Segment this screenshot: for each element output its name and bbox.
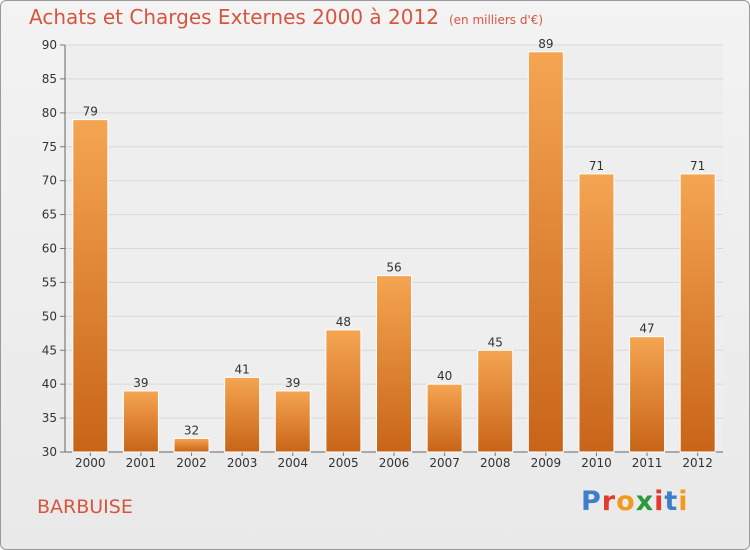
bar-value-label: 45: [488, 335, 503, 349]
bar[interactable]: [629, 336, 666, 453]
bar-value-label: 56: [386, 261, 401, 275]
y-tick-label: 45: [42, 343, 57, 357]
y-tick-label: 80: [42, 106, 57, 120]
chart-title: Achats et Charges Externes 2000 à 2012 (e…: [29, 5, 543, 29]
bar[interactable]: [578, 173, 615, 453]
bar[interactable]: [527, 51, 564, 453]
y-tick-label: 70: [42, 174, 57, 188]
bar[interactable]: [224, 376, 261, 453]
y-tick-label: 75: [42, 140, 57, 154]
y-tick-label: 55: [42, 275, 57, 289]
x-tick-label: 2002: [176, 456, 207, 470]
chart-title-text: Achats et Charges Externes 2000 à 2012: [29, 5, 439, 29]
y-tick-label: 40: [42, 377, 57, 391]
logo-letter: i: [654, 486, 665, 517]
bar[interactable]: [426, 383, 463, 453]
x-tick-label: 2007: [429, 456, 460, 470]
x-tick-label: 2005: [328, 456, 359, 470]
x-tick-label: 2009: [531, 456, 562, 470]
logo-letter: t: [664, 486, 679, 517]
x-tick-label: 2001: [126, 456, 157, 470]
bar[interactable]: [173, 437, 210, 453]
y-tick-label: 60: [42, 242, 57, 256]
y-tick-label: 35: [42, 411, 57, 425]
x-tick-label: 2012: [682, 456, 713, 470]
x-tick-label: 2000: [75, 456, 106, 470]
y-tick-label: 90: [42, 38, 57, 52]
y-tick-label: 50: [42, 309, 57, 323]
x-tick-label: 2004: [277, 456, 308, 470]
y-tick-label: 65: [42, 208, 57, 222]
bar-value-label: 47: [639, 322, 654, 336]
bar[interactable]: [477, 349, 514, 453]
bar-value-label: 71: [589, 159, 604, 173]
bar-value-label: 48: [336, 315, 351, 329]
location-name: BARBUISE: [37, 496, 133, 518]
bar-value-label: 41: [235, 362, 250, 376]
bar-value-label: 40: [437, 369, 452, 383]
bar[interactable]: [376, 275, 412, 453]
logo-letter: P: [581, 486, 602, 517]
x-tick-label: 2003: [227, 456, 258, 470]
x-tick-label: 2006: [379, 456, 410, 470]
bar[interactable]: [122, 390, 159, 453]
logo-letter: o: [616, 486, 636, 517]
bar-value-label: 39: [133, 376, 148, 390]
x-tick-label: 2008: [480, 456, 511, 470]
bar[interactable]: [325, 329, 362, 453]
proxiti-logo: Proxiti: [581, 486, 689, 517]
bars: [72, 51, 716, 453]
logo-letter: r: [601, 486, 617, 517]
bar[interactable]: [274, 390, 311, 453]
bar-value-label: 79: [83, 105, 98, 119]
bar-value-label: 39: [285, 376, 300, 390]
bar-value-label: 32: [184, 423, 199, 437]
bar[interactable]: [679, 173, 716, 453]
bar-value-label: 89: [538, 37, 553, 51]
x-tick-label: 2010: [581, 456, 612, 470]
y-tick-label: 30: [42, 445, 57, 459]
bar[interactable]: [72, 119, 109, 453]
chart-subtitle: (en milliers d'€): [448, 13, 544, 27]
y-tick-label: 85: [42, 72, 57, 86]
labels: 30 35 40 45 50 55 60 65 70 75 80 85 90 79 2000 39 2001 32…: [42, 37, 713, 470]
x-tick-label: 2011: [632, 456, 663, 470]
logo-letter: i: [678, 486, 689, 517]
logo-letter: x: [635, 486, 655, 517]
bar-value-label: 71: [690, 159, 705, 173]
